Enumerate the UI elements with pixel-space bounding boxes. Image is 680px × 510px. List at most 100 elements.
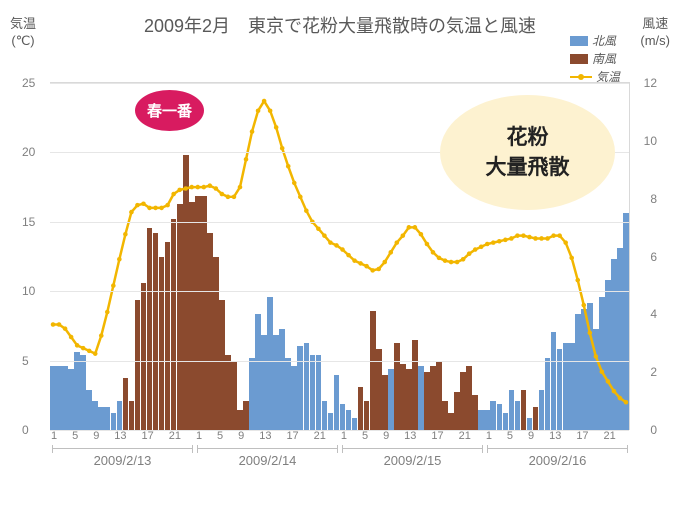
temp-marker <box>352 258 357 263</box>
temp-marker <box>250 129 255 134</box>
x-hour-tick: 5 <box>506 430 513 442</box>
x-hour-tick: 21 <box>458 430 471 442</box>
x-hour-tick: 17 <box>285 430 298 442</box>
y-tick-right: 0 <box>650 423 657 437</box>
temp-marker <box>87 349 92 354</box>
x-hour-tick: 1 <box>340 430 347 442</box>
temp-marker <box>497 239 502 244</box>
temp-marker <box>195 185 200 190</box>
temp-marker <box>141 201 146 206</box>
x-hour-tick: 17 <box>141 430 154 442</box>
x-hour-tick: 5 <box>216 430 223 442</box>
temp-marker <box>461 257 466 262</box>
y-tick-left: 10 <box>22 284 35 298</box>
y-tick-left: 5 <box>22 354 29 368</box>
temp-marker <box>467 251 472 256</box>
x-hour-tick: 13 <box>403 430 416 442</box>
temp-marker <box>545 236 550 241</box>
temp-marker <box>395 240 400 245</box>
gridline <box>50 291 629 292</box>
temp-marker <box>533 236 538 241</box>
x-date-labels: 2009/2/132009/2/142009/2/152009/2/16 <box>50 448 630 468</box>
legend-item-south: 南風 <box>570 50 620 67</box>
temp-marker <box>503 238 508 243</box>
temp-marker <box>183 186 188 191</box>
temp-marker <box>557 233 562 238</box>
temp-marker <box>304 208 309 213</box>
temp-marker <box>262 99 267 104</box>
temp-marker <box>473 247 478 252</box>
temp-marker <box>93 351 98 356</box>
temp-marker <box>220 192 225 197</box>
temp-marker <box>443 258 448 263</box>
temp-marker <box>449 260 454 265</box>
temp-marker <box>111 283 116 288</box>
x-hour-tick: 9 <box>382 430 389 442</box>
y-tick-right: 12 <box>644 76 657 90</box>
temp-marker <box>364 264 369 269</box>
temp-marker <box>214 186 219 191</box>
temp-marker <box>485 242 490 247</box>
x-date-label: 2009/2/15 <box>342 448 483 468</box>
temp-marker <box>600 369 605 374</box>
y-tick-left: 15 <box>22 215 35 229</box>
y-tick-left: 0 <box>22 423 29 437</box>
temp-marker <box>75 343 80 348</box>
x-hour-tick: 21 <box>313 430 326 442</box>
temp-marker <box>612 389 617 394</box>
legend-swatch-north <box>570 36 588 46</box>
x-hour-tick: 13 <box>113 430 126 442</box>
legend-swatch-south <box>570 54 588 64</box>
temp-marker <box>479 244 484 249</box>
temp-marker <box>370 268 375 273</box>
y-axis-left-label: 気温(℃) <box>10 16 36 50</box>
temp-marker <box>581 303 586 308</box>
temp-marker <box>189 185 194 190</box>
temp-marker <box>388 250 393 255</box>
x-axis: 159131721159131721159131721159131721 200… <box>50 430 630 510</box>
legend: 北風 南風 気温 <box>570 32 620 86</box>
temp-marker <box>575 278 580 283</box>
temp-marker <box>401 233 406 238</box>
y-tick-right: 8 <box>650 192 657 206</box>
temp-marker <box>491 240 496 245</box>
gridline <box>50 361 629 362</box>
temp-marker <box>588 331 593 336</box>
temp-marker <box>165 203 170 208</box>
temp-marker <box>135 203 140 208</box>
temp-marker <box>425 242 430 247</box>
x-hour-tick: 9 <box>92 430 99 442</box>
x-hour-tick: 1 <box>485 430 492 442</box>
temp-marker <box>437 256 442 261</box>
temp-marker <box>99 333 104 338</box>
temp-marker <box>594 354 599 359</box>
temp-marker <box>69 335 74 340</box>
x-hour-tick: 5 <box>361 430 368 442</box>
temp-marker <box>539 236 544 241</box>
temp-marker <box>232 195 237 200</box>
temp-marker <box>521 233 526 238</box>
x-hour-tick: 1 <box>50 430 57 442</box>
x-hour-tick: 21 <box>603 430 616 442</box>
temp-marker <box>123 232 128 237</box>
chart-container: 2009年2月 東京で花粉大量飛散時の気温と風速 気温(℃) 風速(m/s) 北… <box>0 0 680 510</box>
temp-marker <box>177 188 182 193</box>
temp-marker <box>509 236 514 241</box>
x-hour-tick <box>625 430 630 442</box>
temp-marker <box>334 243 339 248</box>
temp-marker <box>419 232 424 237</box>
temp-marker <box>606 379 611 384</box>
x-hour-tick: 9 <box>237 430 244 442</box>
legend-swatch-temp <box>570 76 592 78</box>
temp-marker <box>455 260 460 265</box>
temp-marker <box>256 108 261 113</box>
temp-marker <box>407 225 412 230</box>
x-hour-tick: 17 <box>430 430 443 442</box>
temp-marker <box>346 253 351 258</box>
temp-marker <box>340 247 345 252</box>
x-date-label: 2009/2/14 <box>197 448 338 468</box>
temp-marker <box>202 185 207 190</box>
temp-marker <box>376 267 381 272</box>
temp-marker <box>624 400 629 405</box>
temp-marker <box>280 146 285 151</box>
